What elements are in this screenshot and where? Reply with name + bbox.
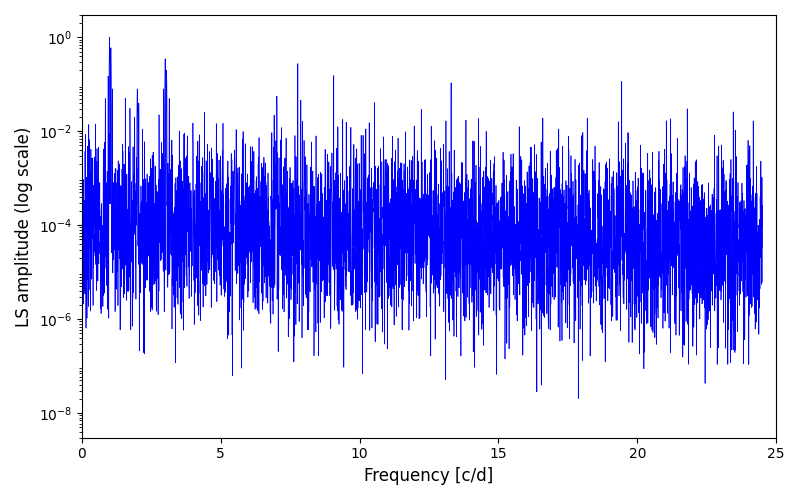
X-axis label: Frequency [c/d]: Frequency [c/d] [364,467,494,485]
Y-axis label: LS amplitude (log scale): LS amplitude (log scale) [15,126,33,326]
